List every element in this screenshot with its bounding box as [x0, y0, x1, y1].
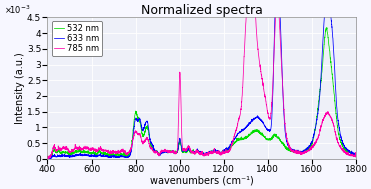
532 nm [352, 154, 357, 156]
633 nm [184, 149, 189, 152]
785 nm [352, 155, 357, 158]
532 nm [299, 152, 304, 154]
532 nm [232, 142, 236, 144]
785 nm [288, 149, 293, 151]
785 nm [299, 152, 304, 154]
532 nm [184, 151, 189, 154]
532 nm [46, 158, 50, 160]
Title: Normalized spectra: Normalized spectra [141, 4, 263, 17]
633 nm [299, 151, 304, 154]
Legend: 532 nm, 633 nm, 785 nm: 532 nm, 633 nm, 785 nm [52, 22, 102, 56]
Y-axis label: Intensity (a.u.): Intensity (a.u.) [16, 52, 26, 124]
532 nm [45, 156, 50, 158]
Text: $\times\!10^{-3}$: $\times\!10^{-3}$ [4, 4, 31, 16]
785 nm [45, 157, 50, 160]
532 nm [288, 150, 293, 152]
785 nm [354, 156, 358, 158]
633 nm [45, 158, 50, 160]
532 nm [160, 150, 165, 152]
633 nm [160, 152, 165, 154]
633 nm [46, 158, 51, 160]
Line: 532 nm: 532 nm [47, 28, 356, 159]
785 nm [232, 135, 236, 137]
X-axis label: wavenumbers (cm⁻¹): wavenumbers (cm⁻¹) [150, 176, 254, 186]
633 nm [354, 154, 358, 156]
785 nm [160, 149, 165, 152]
633 nm [288, 148, 293, 150]
633 nm [352, 153, 357, 155]
532 nm [354, 156, 358, 158]
Line: 785 nm: 785 nm [47, 0, 356, 159]
785 nm [46, 158, 51, 160]
785 nm [184, 148, 189, 151]
Line: 633 nm: 633 nm [47, 0, 356, 159]
633 nm [232, 138, 236, 140]
532 nm [325, 27, 329, 29]
